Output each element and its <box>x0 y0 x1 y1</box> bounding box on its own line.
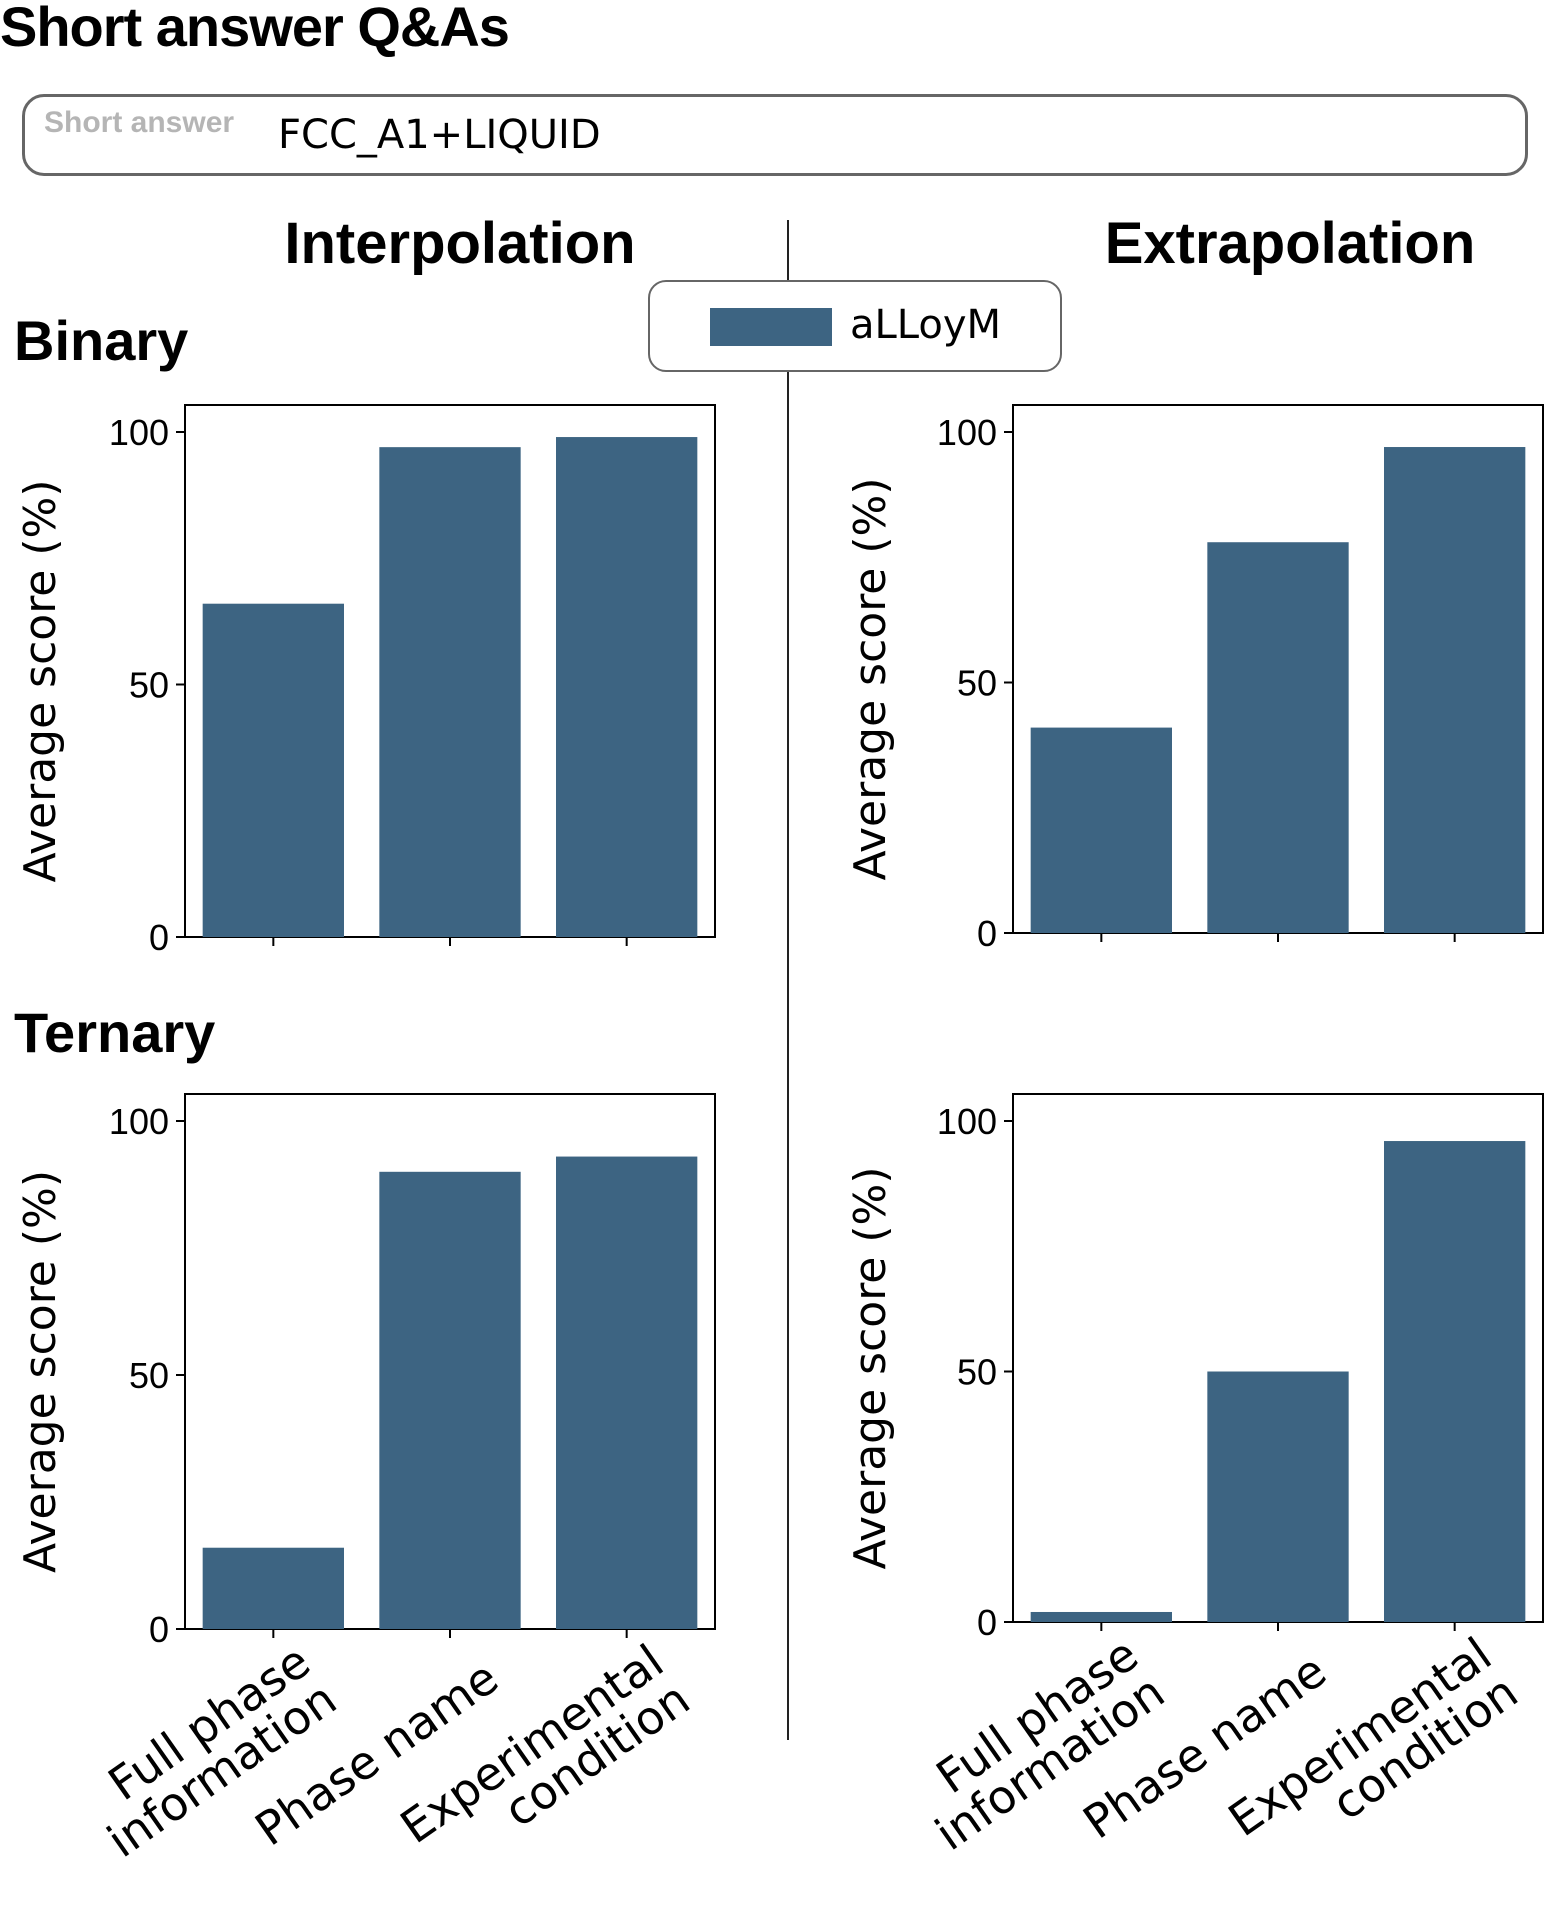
y-axis-label: Average score (%) <box>15 479 66 882</box>
legend-label: aLLoyM <box>850 302 1002 348</box>
y-tick-label: 50 <box>129 665 169 706</box>
bar-3 <box>1384 1141 1526 1622</box>
bar-2 <box>379 447 521 937</box>
bar-1 <box>1030 727 1172 933</box>
column-divider <box>787 220 789 1740</box>
y-tick-label: 0 <box>149 1609 169 1650</box>
y-axis-label: Average score (%) <box>845 1166 896 1569</box>
y-tick-label: 50 <box>957 1352 997 1393</box>
column-header-interpolation: Interpolation <box>284 211 636 276</box>
short-answer-box <box>22 94 1528 176</box>
short-answer-value: FCC_A1+LIQUID <box>278 112 601 158</box>
bar-3 <box>556 437 698 937</box>
bar-1 <box>1030 1611 1172 1622</box>
y-tick-label: 0 <box>977 913 997 954</box>
row-header-ternary: Ternary <box>14 1001 216 1064</box>
y-tick-label: 100 <box>937 1101 997 1142</box>
bar-2 <box>1207 542 1349 933</box>
y-tick-label: 100 <box>109 412 169 453</box>
y-tick-label: 0 <box>149 917 169 958</box>
y-axis-label: Average score (%) <box>845 477 896 880</box>
bar-1 <box>202 603 344 937</box>
bar-3 <box>556 1156 698 1629</box>
y-tick-label: 0 <box>977 1602 997 1643</box>
row-header-binary: Binary <box>14 309 189 372</box>
short-answer-label: Short answer <box>44 106 235 139</box>
y-axis-label: Average score (%) <box>15 1170 66 1573</box>
y-tick-label: 100 <box>937 412 997 453</box>
bar-1 <box>202 1547 344 1629</box>
y-tick-label: 100 <box>109 1101 169 1142</box>
chart-panel-1: 0 50 100 Average score (%) <box>845 404 1544 954</box>
legend-swatch <box>710 308 832 346</box>
column-header-extrapolation: Extrapolation <box>1104 211 1476 276</box>
x-tick-label: Experimentalcondition <box>391 1634 700 1892</box>
y-tick-label: 50 <box>129 1355 169 1396</box>
page-title: Short answer Q&As <box>0 0 510 58</box>
chart-panel-0: 0 50 100 Average score (%) <box>15 404 716 958</box>
bar-2 <box>1207 1371 1349 1622</box>
bar-3 <box>1384 447 1526 933</box>
x-tick-label: Experimentalcondition <box>1219 1627 1528 1885</box>
bar-2 <box>379 1171 521 1629</box>
y-tick-label: 50 <box>957 663 997 704</box>
